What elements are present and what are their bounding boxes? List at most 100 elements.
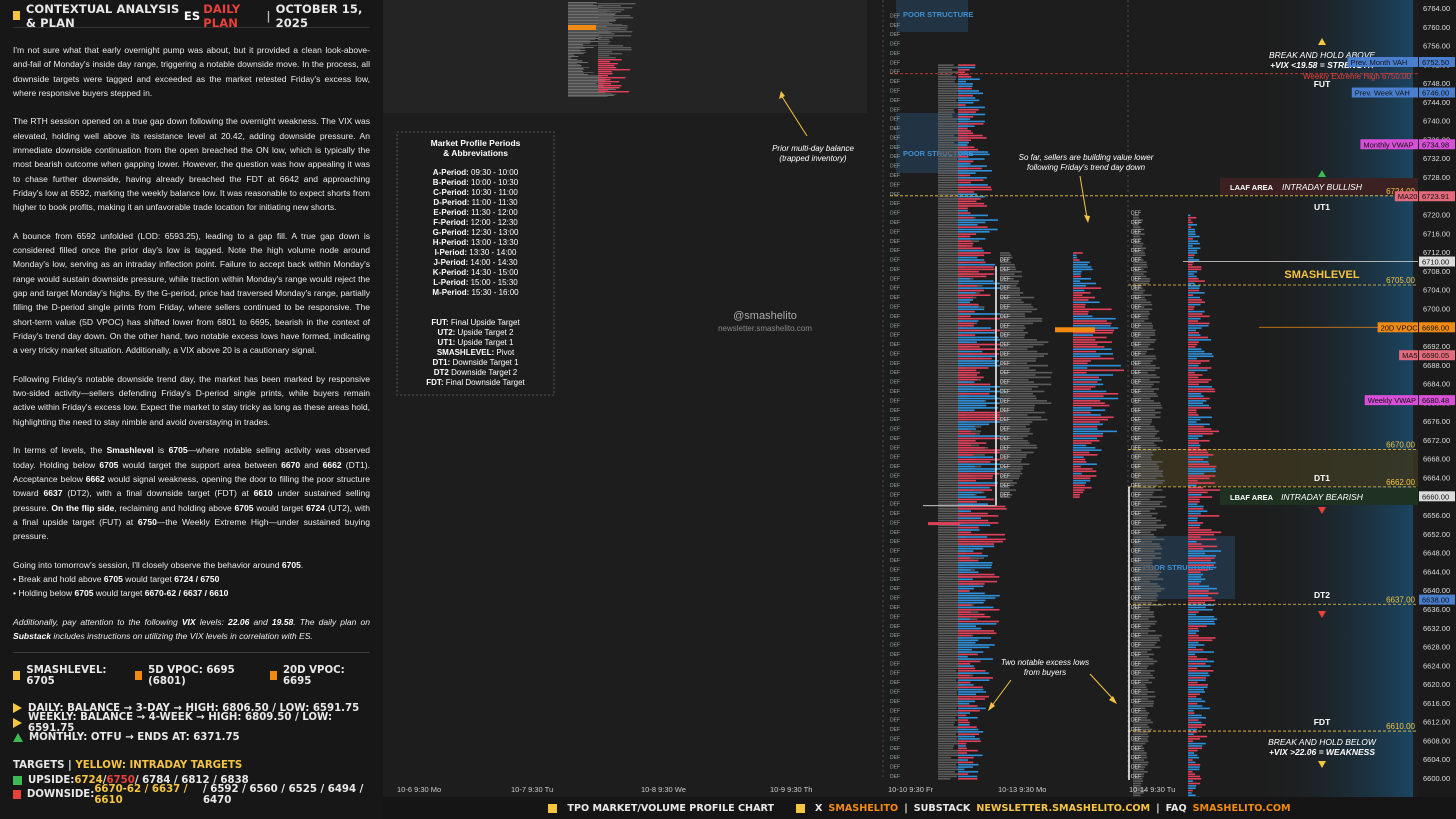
level-value: 6662.00 bbox=[1386, 478, 1415, 487]
tpo-bar bbox=[938, 745, 955, 747]
tpo-bar bbox=[1133, 665, 1149, 667]
tpo-bar bbox=[1133, 792, 1144, 794]
volume-bar bbox=[958, 195, 985, 198]
tpo-letter: DEF bbox=[890, 483, 900, 489]
tpo-bar bbox=[938, 92, 958, 95]
tpo-bar bbox=[1133, 428, 1156, 430]
tpo-bar bbox=[938, 632, 959, 635]
volume-bar bbox=[1188, 371, 1195, 374]
tpo-bar bbox=[938, 113, 953, 116]
tpo-bar bbox=[1133, 522, 1157, 524]
volume-bar bbox=[1188, 390, 1216, 393]
volume-bar bbox=[958, 402, 1000, 404]
inset-bar bbox=[568, 52, 587, 53]
tpo-bar bbox=[938, 439, 972, 442]
volume-bar bbox=[958, 698, 986, 700]
green-square-icon bbox=[13, 775, 22, 785]
vpoc20d-legend: 20D VPOC: 6695 bbox=[282, 664, 345, 687]
volume-bar bbox=[1073, 280, 1081, 282]
tpo-letter: DEF bbox=[1131, 239, 1141, 245]
volume-bar bbox=[1188, 439, 1210, 442]
price-tag-value: 6734.98 bbox=[1422, 140, 1449, 149]
tpo-chart[interactable]: Market Profile Periods & Abbreviations A… bbox=[383, 0, 1456, 819]
tpo-bar bbox=[938, 705, 958, 707]
tpo-letter: DEF bbox=[890, 286, 900, 292]
tpo-bar bbox=[1000, 322, 1034, 325]
volume-bar bbox=[1188, 505, 1204, 508]
x-handle-link[interactable]: SMASHELITO bbox=[828, 802, 899, 814]
volume-bar bbox=[1188, 275, 1197, 278]
volume-bar bbox=[958, 482, 998, 484]
tpo-bar bbox=[1133, 491, 1154, 494]
volume-bar bbox=[958, 719, 969, 721]
tpo-bar bbox=[938, 231, 962, 233]
inset-vol-bar bbox=[598, 57, 616, 59]
inset-bar bbox=[568, 16, 614, 17]
targets-block: TARGETS | YELLOW: INTRADAY TARGETS UPSID… bbox=[13, 760, 364, 806]
tpo-bar bbox=[938, 350, 971, 353]
tpo-bar bbox=[938, 724, 954, 726]
daily-profiles: DEFDEFDEFDEFDEFDEFDEFDEFDEFDEFDEFDEFDEFD… bbox=[890, 13, 1222, 808]
tpo-bar bbox=[938, 778, 951, 780]
tpo-bar bbox=[938, 130, 961, 132]
inset-vol-bar bbox=[598, 35, 632, 37]
volume-bar bbox=[1073, 432, 1104, 435]
price-tick: 6668.00 bbox=[1423, 455, 1450, 464]
volume-bar bbox=[958, 329, 1006, 332]
tpo-bar bbox=[938, 235, 966, 238]
tpo-bar bbox=[1000, 465, 1023, 468]
volume-bar bbox=[1073, 339, 1096, 341]
tpo-bar bbox=[1133, 651, 1148, 653]
volume-bar bbox=[1188, 397, 1210, 400]
chart-canvas[interactable]: Market Profile Periods & Abbreviations A… bbox=[383, 0, 1456, 808]
volume-bar bbox=[958, 766, 973, 768]
tpo-bar bbox=[1000, 421, 1033, 423]
tpo-bar bbox=[1133, 226, 1141, 228]
tpo-bar bbox=[938, 317, 970, 320]
volume-bar bbox=[958, 773, 969, 775]
volume-bar bbox=[1188, 592, 1219, 595]
tpo-bar bbox=[938, 127, 962, 130]
period-row: F-Period: 12:00 - 12:30 bbox=[433, 218, 518, 227]
volume-bar bbox=[1188, 409, 1197, 412]
tpo-bar bbox=[938, 691, 957, 693]
substack-link[interactable]: NEWSLETTER.SMASHELITO.COM bbox=[976, 802, 1151, 814]
volume-bar bbox=[1188, 787, 1196, 789]
volume-bar bbox=[1188, 280, 1205, 282]
volume-bar bbox=[1188, 273, 1194, 275]
inset-bar bbox=[568, 36, 602, 37]
volume-bar bbox=[958, 681, 971, 684]
tpo-bar bbox=[938, 524, 969, 527]
tpo-letter: DEF bbox=[1000, 351, 1010, 357]
tpo-bar bbox=[1133, 562, 1153, 564]
tpo-letter: DEF bbox=[1131, 530, 1141, 536]
price-tick: 6616.00 bbox=[1423, 699, 1450, 708]
tpo-bar bbox=[938, 397, 969, 400]
tpo-bar bbox=[1133, 432, 1157, 435]
volume-bar bbox=[958, 407, 999, 409]
inset-bar bbox=[568, 84, 604, 85]
volume-bar bbox=[1188, 653, 1196, 656]
volume-bar bbox=[958, 76, 972, 78]
tpo-letter: DEF bbox=[890, 718, 900, 724]
volume-bar bbox=[958, 85, 973, 88]
volume-bar bbox=[1188, 763, 1201, 766]
volume-bar bbox=[958, 209, 968, 212]
tpo-bar bbox=[1133, 486, 1155, 489]
volume-bar bbox=[1188, 552, 1206, 555]
inset-bar bbox=[568, 43, 590, 44]
price-tag-value: 6752.50 bbox=[1422, 58, 1449, 67]
inset-bar bbox=[568, 13, 617, 14]
volume-bar bbox=[1188, 432, 1213, 435]
volume-bar bbox=[958, 763, 979, 766]
tpo-bar bbox=[1133, 381, 1160, 383]
tpo-letter: DEF bbox=[1000, 492, 1010, 498]
tpo-bar bbox=[1133, 569, 1158, 571]
tpo-letter: DEF bbox=[890, 539, 900, 545]
volume-bar bbox=[958, 301, 970, 304]
faq-link[interactable]: SMASHELITO.COM bbox=[1192, 802, 1291, 814]
volume-bar bbox=[958, 580, 998, 583]
volume-bar bbox=[1188, 341, 1199, 343]
tpo-bar bbox=[938, 639, 972, 642]
volume-bar bbox=[1073, 376, 1099, 379]
